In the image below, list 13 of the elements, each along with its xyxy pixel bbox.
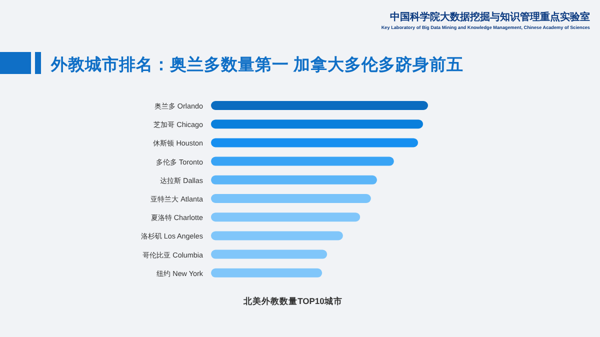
bar [211, 212, 360, 222]
bar [211, 175, 378, 184]
bar [211, 231, 343, 240]
bar [211, 101, 428, 110]
chart-title: 外教城市排名：奥兰多数量第一 加拿大多伦多跻身前五 [50, 55, 464, 74]
x-axis-title: 北美外教数量TOP10城市 [242, 296, 342, 306]
bar [211, 268, 322, 278]
text: 中国科学院大数据挖掘与知识管理重点实验室 [390, 11, 590, 23]
bar [211, 250, 328, 259]
bar [211, 138, 418, 148]
bar [211, 156, 394, 166]
bar [211, 194, 371, 203]
bar [211, 120, 424, 129]
